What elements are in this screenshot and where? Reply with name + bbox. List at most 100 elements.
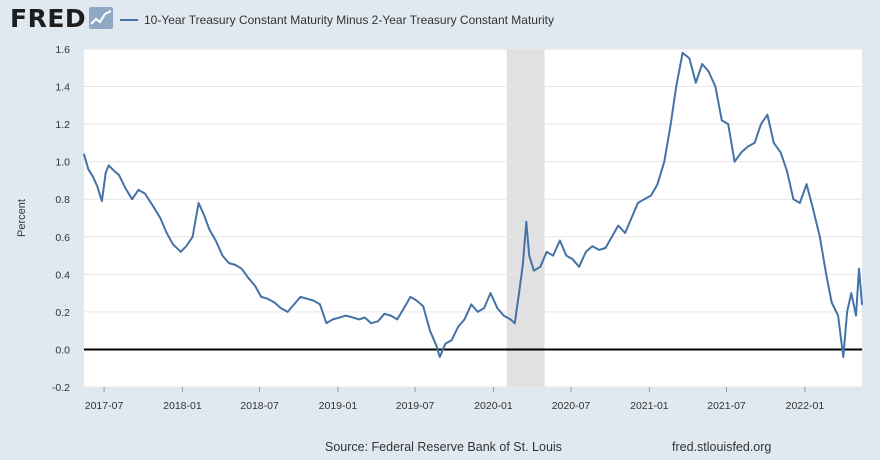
data-point [118,174,120,176]
data-point [509,318,512,321]
data-point [266,297,269,300]
data-point [332,318,334,321]
data-point [714,85,717,88]
x-tick-label: 2018-01 [163,400,202,412]
data-point [439,356,441,358]
data-point [444,343,447,345]
data-point [87,168,90,170]
data-point [805,183,808,185]
data-point [214,239,217,242]
data-point [707,70,710,73]
data-point [450,339,453,341]
data-point [352,316,354,319]
data-point [837,314,839,317]
data-point [525,221,528,223]
data-point [585,251,587,253]
data-point [364,316,366,319]
y-tick-label: 0.2 [55,307,70,319]
y-tick-label: 1.2 [55,119,70,131]
data-point [280,307,282,309]
data-point [422,305,425,308]
data-point [825,273,827,276]
data-point [792,198,795,200]
data-point [260,296,263,298]
data-point [779,151,782,154]
fred-logo[interactable]: FRED [10,4,87,33]
data-point [733,160,736,163]
data-point [159,217,162,219]
data-point [345,314,347,317]
data-point [429,329,431,332]
data-point [137,189,140,191]
data-point [312,299,315,302]
data-point [591,245,594,247]
x-axis-ticks: 2017-07 2018-01 2018-07 2019-01 2019-07 2020-… [85,387,824,412]
y-tick-label: 1.0 [55,157,70,169]
data-point [565,254,568,257]
data-point [338,316,341,319]
data-point [92,175,94,178]
x-tick-label: 2021-07 [707,400,746,412]
data-point [624,232,626,234]
x-tick-label: 2019-01 [319,400,358,412]
data-point [855,314,857,317]
y-axis-ticks: 1.6 1.4 1.2 1.0 0.8 0.6 0.4 0.2 0.0 -0.2 [52,44,70,394]
data-point [663,160,666,163]
source-url[interactable]: fred.stlouisfed.org [672,440,772,454]
data-point [578,266,580,268]
data-point [753,142,756,144]
data-point [650,194,652,197]
data-point [191,236,194,238]
data-point [228,262,230,264]
data-point [842,356,845,358]
data-point [539,266,542,268]
y-tick-label: -0.2 [52,382,70,394]
data-point [688,57,691,60]
data-point [773,142,775,144]
data-point [104,172,107,174]
recession-band [506,49,545,387]
x-tick-label: 2019-07 [396,400,435,412]
data-point [533,269,535,272]
data-point [416,299,418,302]
data-point [152,205,155,208]
data-point [325,322,328,325]
x-tick-label: 2021-01 [630,400,669,412]
data-point [669,123,672,125]
data-point [107,164,110,167]
data-point [319,303,321,306]
data-point [185,245,188,247]
data-point [695,82,697,84]
data-point [197,202,200,204]
chart-header: FRED 10-Year Treasury Constant Maturity … [0,0,880,40]
data-point [675,85,677,88]
data-point [617,224,620,227]
data-point [383,313,386,315]
data-point [496,307,499,309]
data-point [240,267,243,270]
data-point [293,303,295,306]
data-point [370,322,373,325]
x-tick-label: 2017-07 [85,400,124,412]
recession-shading-layer [506,49,545,387]
data-point [403,307,405,309]
data-point [172,243,174,246]
data-point [747,145,749,148]
data-point [766,113,769,116]
data-point [630,217,633,219]
data-point [514,322,516,325]
data-point [643,198,646,200]
y-tick-label: 0.8 [55,194,70,206]
data-point [435,344,438,347]
x-tick-label: 2020-01 [474,400,513,412]
series-points [83,52,863,358]
data-point [850,292,853,294]
data-point [396,318,399,321]
data-point [470,303,473,306]
y-tick-label: 0.0 [55,344,70,356]
legend-series-name: 10-Year Treasury Constant Maturity Minus… [144,13,554,27]
data-point [208,228,211,231]
data-point [254,284,256,287]
data-point [144,192,146,195]
y-tick-label: 1.4 [55,82,70,94]
